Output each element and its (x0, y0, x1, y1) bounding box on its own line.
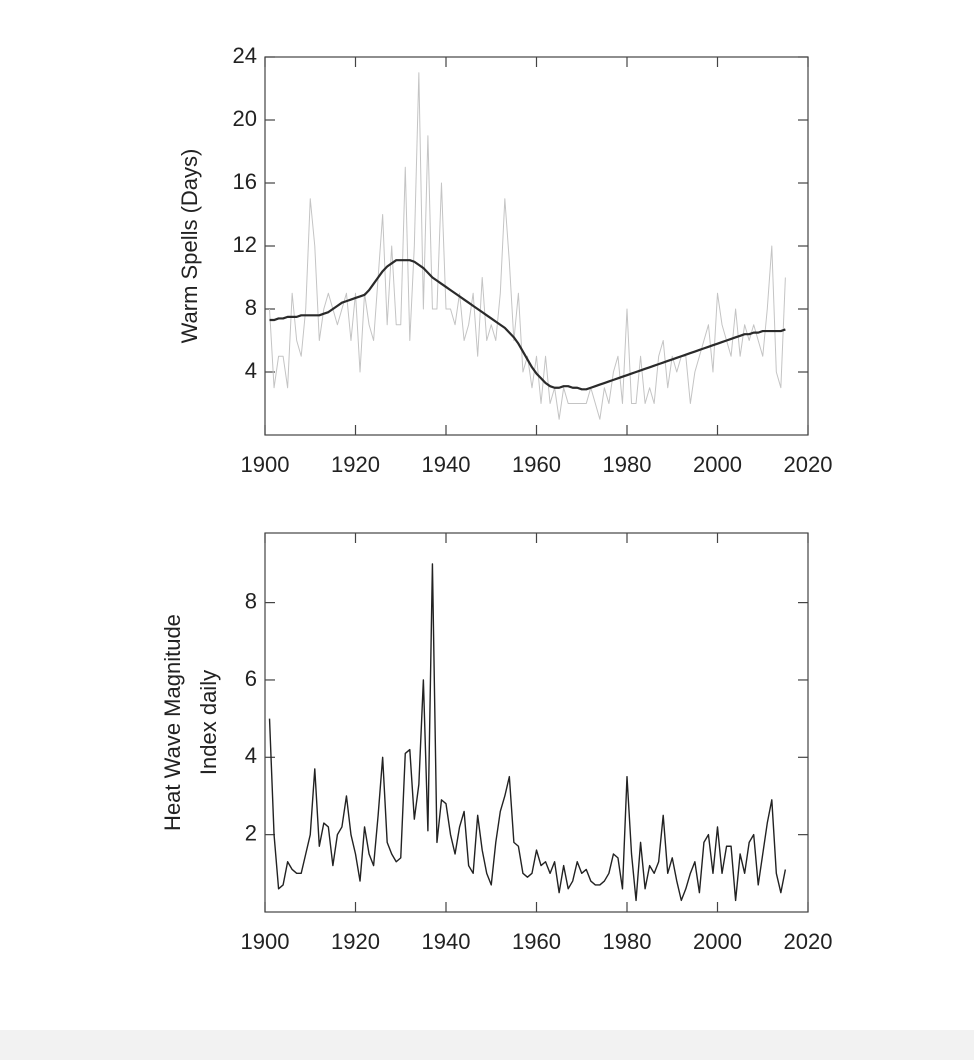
x-tick-label: 2000 (693, 452, 742, 477)
data-line (269, 72, 786, 420)
x-tick-label: 1920 (331, 452, 380, 477)
x-tick-label: 1920 (331, 929, 380, 954)
y-axis-label: Index daily (196, 670, 221, 775)
x-tick-label: 2020 (784, 929, 833, 954)
plot-frame (264, 56, 809, 436)
data-line (268, 563, 787, 902)
x-tick-label: 2020 (784, 452, 833, 477)
x-tick-label: 1940 (422, 929, 471, 954)
x-tick-label: 1900 (241, 929, 290, 954)
y-axis-label: Warm Spells (Days) (177, 149, 202, 344)
x-tick-label: 1980 (603, 452, 652, 477)
y-axis-label: Heat Wave Magnitude (160, 614, 185, 831)
x-tick-label: 1940 (422, 452, 471, 477)
data-line (269, 259, 786, 391)
y-tick-label: 8 (245, 295, 257, 320)
x-tick-label: 1960 (512, 452, 561, 477)
x-tick-label: 2000 (693, 929, 742, 954)
y-tick-label: 16 (233, 169, 257, 194)
y-tick-label: 24 (233, 43, 257, 68)
y-tick-label: 4 (245, 358, 257, 383)
y-tick-label: 6 (245, 666, 257, 691)
y-tick-label: 8 (245, 588, 257, 613)
y-tick-label: 2 (245, 820, 257, 845)
plot-frame (264, 532, 809, 913)
x-tick-label: 1980 (603, 929, 652, 954)
y-tick-label: 12 (233, 232, 257, 257)
footer-band (0, 1030, 974, 1060)
x-tick-label: 1900 (241, 452, 290, 477)
y-tick-label: 4 (245, 743, 257, 768)
x-tick-label: 1960 (512, 929, 561, 954)
y-tick-label: 20 (233, 106, 257, 131)
